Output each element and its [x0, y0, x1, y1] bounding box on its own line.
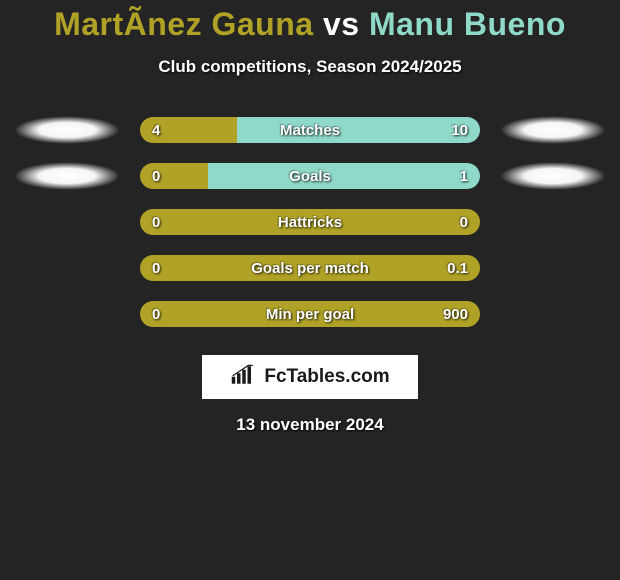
stat-bar: 4Matches10 [140, 117, 480, 143]
stat-value-player2: 0 [460, 209, 468, 235]
stat-row: 0Min per goal900 [0, 301, 620, 327]
footer-brand: FcTables.com [264, 366, 389, 388]
stat-bar: 0Min per goal900 [140, 301, 480, 327]
stat-value-player2: 0.1 [447, 255, 468, 281]
footer-date: 13 november 2024 [0, 415, 620, 435]
stat-label: Goals per match [140, 255, 480, 281]
stat-bar: 0Goals per match0.1 [140, 255, 480, 281]
stats-container: 4Matches100Goals10Hattricks00Goals per m… [0, 117, 620, 327]
chart-icon [230, 363, 258, 392]
stat-value-player2: 10 [451, 117, 468, 143]
title-player2: Manu Bueno [369, 6, 566, 42]
player2-oval [500, 116, 606, 144]
stat-value-player2: 1 [460, 163, 468, 189]
subtitle: Club competitions, Season 2024/2025 [0, 57, 620, 77]
stat-label: Goals [140, 163, 480, 189]
player1-oval [14, 116, 120, 144]
stat-value-player2: 900 [443, 301, 468, 327]
player2-oval [500, 162, 606, 190]
stat-bar: 0Goals1 [140, 163, 480, 189]
stat-row: 0Hattricks0 [0, 209, 620, 235]
title: MartÃ­nez Gauna vs Manu Bueno [0, 6, 620, 43]
stat-row: 4Matches10 [0, 117, 620, 143]
footer-logo: FcTables.com [202, 355, 418, 399]
title-vs: vs [323, 6, 360, 42]
stat-label: Hattricks [140, 209, 480, 235]
stat-bar: 0Hattricks0 [140, 209, 480, 235]
comparison-card: MartÃ­nez Gauna vs Manu Bueno Club compe… [0, 0, 620, 435]
title-player1: MartÃ­nez Gauna [54, 6, 313, 42]
stat-label: Matches [140, 117, 480, 143]
stat-row: 0Goals per match0.1 [0, 255, 620, 281]
stat-label: Min per goal [140, 301, 480, 327]
player1-oval [14, 162, 120, 190]
stat-row: 0Goals1 [0, 163, 620, 189]
